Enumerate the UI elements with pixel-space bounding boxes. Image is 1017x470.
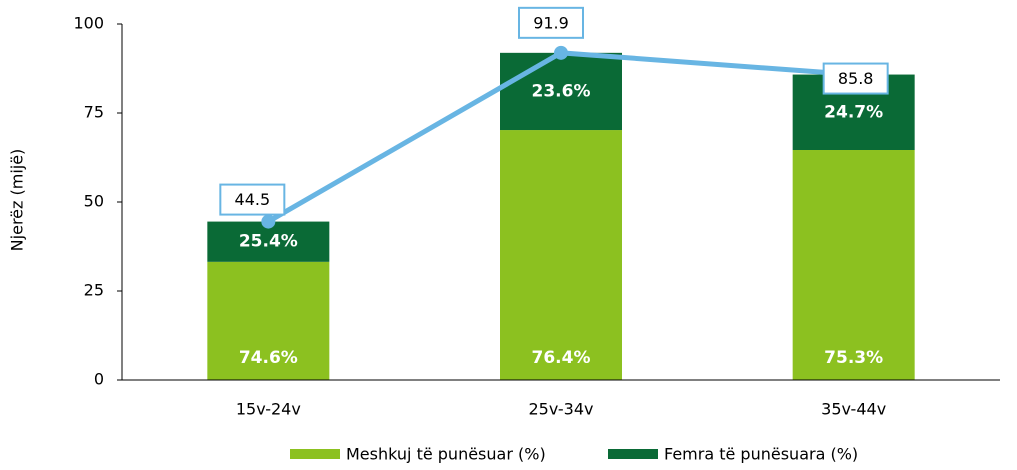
y-axis-label: Njerëz (mijë): [8, 149, 27, 252]
x-tick-label: 15v-24v: [236, 400, 301, 419]
bar-segment: [500, 52, 622, 131]
legend-swatch: [608, 449, 658, 459]
y-tick-label: 25: [84, 281, 104, 300]
segment-label: 74.6%: [239, 348, 298, 368]
value-box: [219, 183, 286, 216]
line-point: [261, 214, 276, 229]
legend-swatch: [290, 449, 340, 459]
segment-label: 25.4%: [239, 232, 298, 252]
segment-label: 76.4%: [532, 348, 591, 368]
bar-segment: [500, 130, 622, 380]
y-tick-label: 100: [73, 14, 104, 33]
x-tick-label: 35v-44v: [821, 400, 886, 419]
segment-label: 24.7%: [824, 102, 883, 122]
segment-label: 75.3%: [824, 348, 883, 368]
x-tick-label: 25v-34v: [529, 400, 594, 419]
y-tick-label: 50: [84, 192, 104, 211]
line-value-label: 44.5: [235, 190, 271, 209]
y-tick-label: 75: [84, 103, 104, 122]
y-tick-label: 0: [94, 370, 104, 389]
line-value-label: 85.8: [838, 69, 874, 88]
bar-segment: [207, 261, 330, 380]
line-value-label: 91.9: [533, 13, 569, 32]
value-box: [518, 6, 584, 39]
legend-label: Meshkuj të punësuar (%): [346, 445, 546, 464]
segment-label: 23.6%: [532, 81, 591, 101]
legend-label: Femra të punësuara (%): [664, 445, 858, 464]
bar-segment: [792, 149, 915, 380]
line-point: [554, 45, 568, 60]
value-box: [822, 62, 889, 95]
